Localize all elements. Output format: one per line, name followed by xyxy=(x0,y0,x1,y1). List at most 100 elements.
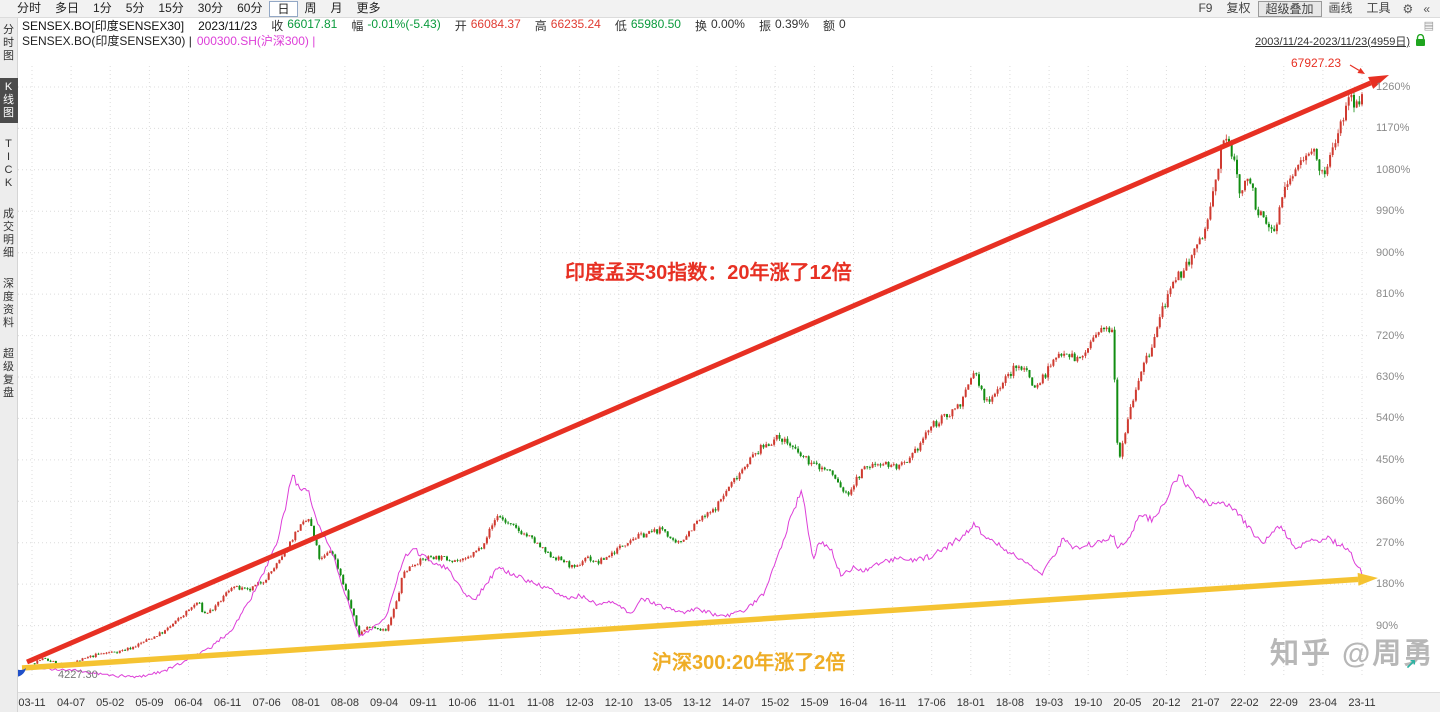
x-axis-label-27: 19-10 xyxy=(1074,697,1103,709)
sidebar-item-2[interactable]: T I C K xyxy=(4,138,13,189)
quote-field-label: 幅 xyxy=(351,19,364,33)
toolbar-period-2[interactable]: 1分 xyxy=(93,0,112,15)
toolbar-tool-4[interactable]: 工具 xyxy=(1366,0,1391,15)
quote-field-0: 收 66017.81 xyxy=(271,17,337,34)
x-axis-label-0: 03-11 xyxy=(18,697,46,709)
sensex-candle-bodies-down xyxy=(33,95,1361,666)
toolbar-tool-2[interactable]: 超级叠加 xyxy=(1257,0,1322,17)
toolbar-period-4[interactable]: 15分 xyxy=(158,0,184,15)
date-range-link[interactable]: 2003/11/24-2023/11/23(4959日) xyxy=(1255,35,1410,48)
quote-field-label: 开 xyxy=(454,19,467,33)
x-axis-label-22: 16-11 xyxy=(878,697,907,709)
quote-field-2: 开 66084.37 xyxy=(455,17,521,34)
toolbar-period-1[interactable]: 多日 xyxy=(55,0,80,15)
quote-field-label: 低 xyxy=(614,19,627,33)
start-value-label: 4227.30 xyxy=(58,669,98,681)
y-axis-label-8: 540% xyxy=(1376,412,1405,424)
toolbar-period-7[interactable]: 日 xyxy=(269,0,298,17)
toolbar-tool-0[interactable]: F9 xyxy=(1198,0,1213,15)
toolbar-period-10[interactable]: 更多 xyxy=(356,0,381,15)
chart-area[interactable]: 印度孟买30指数：20年涨了12倍 沪深300:20年涨了2倍 67927.23… xyxy=(18,48,1440,692)
quote-field-value: 66017.81 xyxy=(287,17,338,31)
sidebar-item-4[interactable]: 深 度 资 料 xyxy=(3,278,14,329)
quote-field-6: 振 0.39% xyxy=(759,17,809,34)
x-axis-label-5: 06-11 xyxy=(213,697,242,709)
quote-field-label: 额 xyxy=(823,19,836,33)
x-axis-label-31: 22-02 xyxy=(1230,697,1259,709)
x-axis-label-15: 12-10 xyxy=(604,697,633,709)
quote-field-value: 0.39% xyxy=(775,17,810,31)
x-axis-label-20: 15-09 xyxy=(800,697,829,709)
sidebar-item-0[interactable]: 分 时 图 xyxy=(3,24,14,62)
y-axis-label-9: 450% xyxy=(1376,454,1405,466)
overlay-series-label[interactable]: 000300.SH(沪深300) | xyxy=(196,34,316,48)
quote-field-value: 0 xyxy=(839,17,846,31)
quote-field-5: 换 0.00% xyxy=(695,17,745,34)
quote-field-value: -0.01%(-5.43) xyxy=(367,17,441,31)
y-axis-label-5: 810% xyxy=(1376,288,1405,300)
csi-trend-arrow xyxy=(21,572,1378,671)
gear-icon[interactable]: ⚙ xyxy=(1402,1,1414,16)
x-axis-label-34: 23-11 xyxy=(1348,697,1376,709)
x-axis-label-32: 22-09 xyxy=(1269,697,1298,709)
quote-field-label: 换 xyxy=(694,19,707,33)
expand-icon[interactable]: ↗ xyxy=(1405,656,1417,672)
toolbar-period-0[interactable]: 分时 xyxy=(17,0,42,15)
toolbar-period-8[interactable]: 周 xyxy=(304,0,317,15)
toolbar-period-5[interactable]: 30分 xyxy=(197,0,224,15)
horizontal-gridlines xyxy=(18,86,1370,627)
y-axis-label-11: 270% xyxy=(1376,537,1405,549)
quote-fields: 收 66017.81 幅 -0.01%(-5.43) 开 66084.37 高 66235.2… xyxy=(271,17,846,34)
x-axis-label-3: 05-09 xyxy=(135,697,164,709)
quote-field-1: 幅 -0.01%(-5.43) xyxy=(351,17,440,34)
x-axis-label-1: 04-07 xyxy=(57,697,86,709)
x-axis-label-16: 13-05 xyxy=(643,697,672,709)
quote-field-value: 66084.37 xyxy=(470,17,521,31)
sensex-trend-arrow xyxy=(26,75,1389,665)
overlay-bar: SENSEX.BO(印度SENSEX30) | 000300.SH(沪深300)… xyxy=(18,33,1440,48)
toolbar-tool-1[interactable]: 复权 xyxy=(1226,0,1251,15)
top-toolbar: 分时 多日 1分 5分 15分 30分 60分日周月更多 F9 复权 超级叠加 画线 工具 ⚙ « xyxy=(0,0,1440,18)
toolbar-period-9[interactable]: 月 xyxy=(330,0,343,15)
toolbar-period-6[interactable]: 60分 xyxy=(237,0,263,15)
quote-field-value: 65980.50 xyxy=(630,17,681,31)
panel-icon[interactable]: ▤ xyxy=(1423,20,1434,32)
sidebar-item-3[interactable]: 成 交 明 细 xyxy=(3,208,14,259)
peak-value-label: 67927.23 xyxy=(1291,56,1342,70)
y-axis-label-0: 1260% xyxy=(1376,81,1411,93)
y-axis-label-12: 180% xyxy=(1376,578,1405,590)
x-axis-label-10: 09-11 xyxy=(409,697,437,709)
annotation-sensex-note: 印度孟买30指数：20年涨了12倍 xyxy=(565,262,852,284)
quote-field-label: 高 xyxy=(534,19,547,33)
toolbar-tool-3[interactable]: 画线 xyxy=(1328,0,1353,15)
sidebar-item-5[interactable]: 超 级 复 盘 xyxy=(3,348,14,399)
x-axis-label-2: 05-02 xyxy=(96,697,125,709)
y-axis-label-1: 1170% xyxy=(1376,122,1410,134)
sidebar-item-1[interactable]: K 线 图 xyxy=(0,78,18,123)
y-axis-label-3: 990% xyxy=(1376,205,1405,217)
x-axis-label-26: 19-03 xyxy=(1035,697,1064,709)
quote-field-label: 振 xyxy=(758,19,771,33)
x-axis-label-14: 12-03 xyxy=(565,697,594,709)
x-axis-label-29: 20-12 xyxy=(1152,697,1181,709)
quote-field-4: 低 65980.50 xyxy=(615,17,681,34)
x-axis-label-11: 10-06 xyxy=(448,697,477,709)
x-axis: 03-11 04-07 05-02 05-09 06-04 06-11 07-06 08-01… xyxy=(18,692,1440,712)
y-axis-label-13: 90% xyxy=(1376,620,1399,632)
y-axis-label-10: 360% xyxy=(1376,495,1405,507)
x-axis-label-7: 08-01 xyxy=(291,697,320,709)
csi300-line xyxy=(31,474,1363,679)
period-toolbar: 分时 多日 1分 5分 15分 30分 60分日周月更多 xyxy=(0,0,388,17)
kline-plot[interactable] xyxy=(18,48,1440,692)
x-axis-label-18: 14-07 xyxy=(722,697,751,709)
y-axis-label-6: 720% xyxy=(1376,330,1405,342)
lock-icon[interactable] xyxy=(1415,34,1426,47)
y-axis-label-7: 630% xyxy=(1376,371,1405,383)
annotation-csi-note: 沪深300:20年涨了2倍 xyxy=(652,652,846,674)
x-axis-label-24: 18-01 xyxy=(956,697,985,709)
toolbar-period-3[interactable]: 5分 xyxy=(125,0,145,15)
primary-series-label: SENSEX.BO(印度SENSEX30) | xyxy=(22,34,192,48)
collapse-icon[interactable]: « xyxy=(1423,1,1430,16)
x-axis-label-28: 20-05 xyxy=(1113,697,1142,709)
